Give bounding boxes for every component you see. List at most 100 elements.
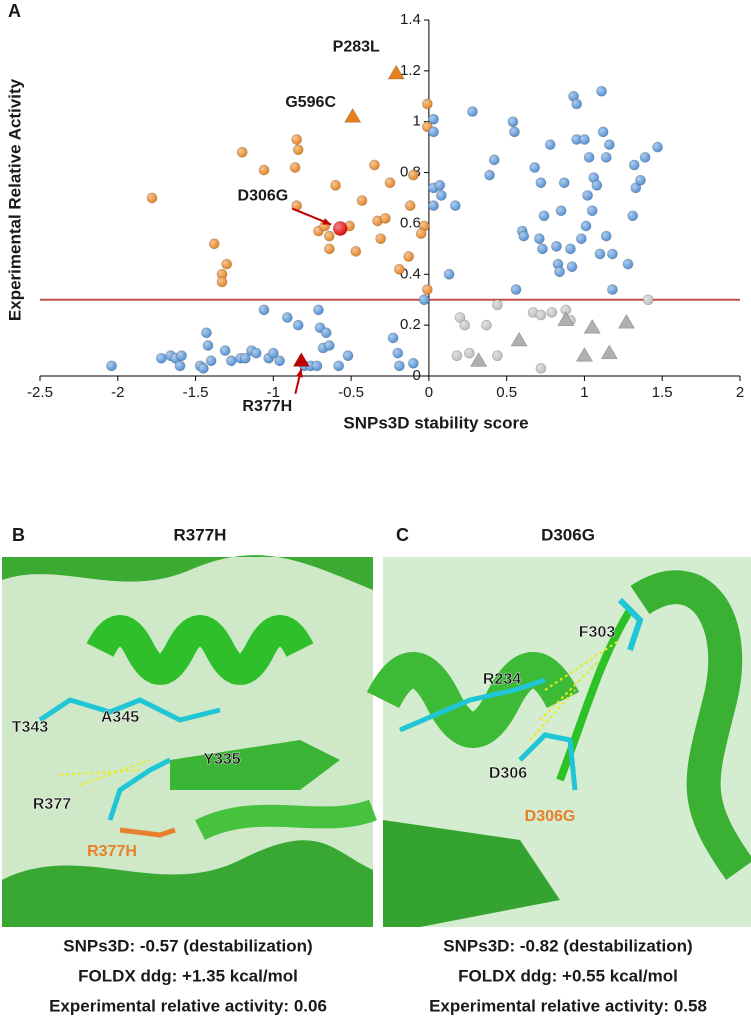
point-shade (450, 200, 461, 211)
point-shade (324, 231, 335, 242)
point-shade (330, 180, 341, 191)
data-point (557, 311, 575, 327)
point-shade (428, 126, 439, 137)
point-shade (568, 91, 579, 102)
mutant-label: R377H (87, 843, 137, 860)
point-shade (201, 327, 212, 338)
point-shade (240, 353, 251, 364)
x-tick-label: -2 (111, 384, 124, 401)
caption-line: Experimental relative activity: 0.58 (429, 996, 707, 1015)
point-shade (408, 170, 419, 181)
panel-label: B (12, 525, 25, 545)
point-shade (444, 269, 455, 280)
point-shade (343, 350, 353, 361)
x-tick-label: -0.5 (338, 384, 364, 401)
point-shade (428, 114, 439, 125)
point-shade (324, 340, 335, 351)
point-shade (539, 210, 549, 221)
point-shade (567, 261, 577, 272)
point-shade (156, 353, 167, 364)
point-shade (428, 200, 439, 211)
x-tick-label: -1.5 (183, 384, 209, 401)
x-tick-label: 1.5 (652, 384, 673, 401)
point-shade (311, 360, 322, 371)
arrow-head (295, 368, 303, 378)
y-tick-label: 1 (413, 113, 421, 130)
point-shade (607, 284, 618, 295)
data-point (387, 64, 405, 80)
point-shade (175, 360, 185, 371)
point-shade (582, 190, 593, 201)
caption-line: SNPs3D: -0.57 (destabilization) (63, 936, 312, 955)
point-shade (217, 269, 227, 280)
point-shade (511, 284, 521, 295)
point-shade (408, 358, 419, 369)
point-shade (591, 180, 602, 191)
y-tick-label: 0.2 (400, 316, 421, 333)
point-shade (481, 320, 492, 331)
point-shade (333, 221, 348, 236)
point-shade (559, 177, 570, 188)
x-tick-label: 2 (736, 384, 744, 401)
y-axis-title: Experimental Relative Activity (5, 78, 24, 321)
panel-label: A (8, 1, 21, 21)
point-shade (221, 259, 232, 270)
caption-line: Experimental relative activity: 0.06 (49, 996, 327, 1015)
point-shade (553, 259, 563, 270)
point-shade (333, 360, 344, 371)
point-shade (419, 294, 430, 305)
x-axis-title: SNPs3D stability score (343, 413, 528, 432)
y-tick-label: 0.6 (400, 214, 421, 231)
point-shade (576, 233, 587, 244)
point-shade (372, 215, 383, 226)
point-shade (537, 243, 548, 254)
point-shade (251, 348, 262, 359)
point-shade (598, 126, 609, 137)
point-shade (259, 165, 269, 176)
point-shade (535, 309, 546, 320)
point-shade (509, 126, 520, 137)
x-tick-label: -2.5 (27, 384, 53, 401)
point-shade (459, 320, 470, 331)
point-shade (451, 350, 462, 361)
point-shade (588, 172, 599, 183)
point-shade (467, 106, 478, 117)
point-label: R377H (242, 398, 292, 415)
residue-label: D306 (489, 765, 527, 782)
data-point (617, 313, 636, 329)
point-shade (293, 320, 304, 331)
point-shade (394, 264, 405, 275)
point-shade (176, 350, 187, 361)
point-shade (581, 220, 591, 231)
point-shade (291, 134, 302, 145)
point-shade (455, 312, 465, 323)
point-shade (220, 345, 231, 356)
point-shade (291, 200, 302, 211)
point-label: P283L (333, 39, 380, 56)
y-tick-label: 1.4 (400, 11, 421, 28)
point-shade (313, 304, 324, 315)
point-shade (209, 238, 220, 249)
point-shade (394, 360, 405, 371)
point-shade (571, 134, 582, 145)
point-shade (604, 139, 615, 150)
data-point (583, 318, 601, 334)
y-tick-label: 1.2 (400, 62, 421, 79)
arrow-head (322, 218, 332, 225)
point-shade (324, 243, 335, 254)
point-shade (405, 200, 416, 211)
x-tick-label: 1 (580, 384, 588, 401)
point-shade (416, 228, 427, 239)
point-shade (147, 193, 157, 203)
point-shade (507, 116, 518, 127)
point-shade (528, 307, 539, 318)
point-shade (587, 205, 598, 216)
panel-title: D306G (541, 525, 595, 544)
point-shade (217, 276, 227, 287)
point-shade (422, 284, 433, 295)
point-shade (290, 162, 301, 173)
point-shade (380, 213, 391, 224)
point-shade (640, 152, 651, 163)
data-point (470, 352, 488, 367)
